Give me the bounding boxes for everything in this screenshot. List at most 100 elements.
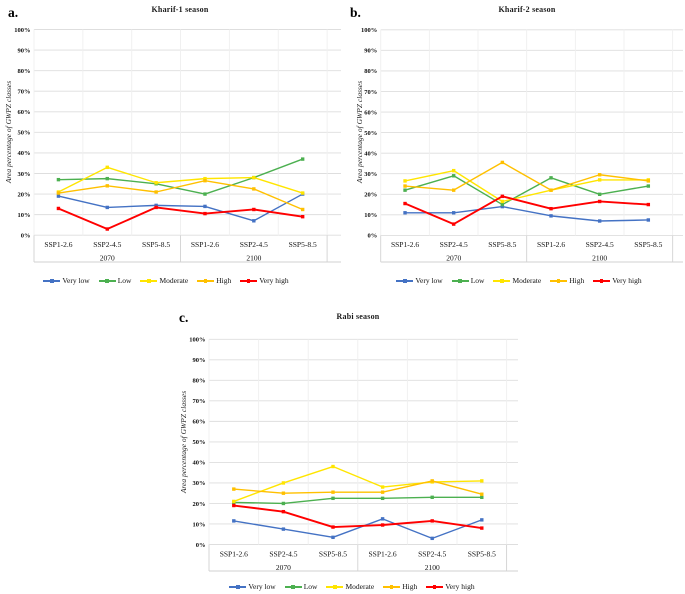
y-tick-label: 50%: [18, 130, 31, 137]
data-point-marker-low: [597, 192, 602, 196]
data-point-marker-very-low: [56, 194, 61, 198]
y-tick-label: 100%: [361, 27, 377, 34]
y-tick-label: 70%: [193, 398, 206, 405]
data-point-marker-very-high: [300, 214, 305, 219]
data-point-marker-very-high: [646, 202, 651, 207]
x-group-label: 2100: [246, 254, 261, 263]
data-point-marker-low: [500, 202, 505, 207]
data-point-marker-moderate: [154, 181, 158, 185]
series-line-high: [58, 179, 303, 211]
y-axis-title-a: Area percentage of GWPZ classes: [4, 81, 13, 184]
legend-line-marker-icon: [197, 279, 215, 284]
y-tick-label: 90%: [364, 48, 377, 55]
data-point-marker-moderate: [403, 179, 407, 183]
legend-label: Very low: [415, 276, 443, 286]
legend-label: Moderate: [512, 276, 542, 286]
y-tick-label: 20%: [193, 501, 206, 508]
x-category-label: SSP1-2.6: [537, 240, 565, 249]
legend-item-moderate: Moderate: [326, 583, 374, 591]
y-tick-label: 90%: [193, 357, 206, 364]
data-point-marker-high: [403, 184, 407, 188]
legend-marker: [556, 279, 561, 283]
series-line-very-high: [233, 504, 482, 530]
data-point-marker-high: [451, 188, 456, 192]
series-line-very-high: [58, 206, 303, 230]
plot-area-c: 0% 10% 20% 30% 40% 50% 60% 70% 80% 90% 100% SSP1-2.…: [189, 337, 518, 572]
y-tick-label: 100%: [14, 27, 30, 34]
chart-panel-a: a. Kharif-1 season Area percentage of GW…: [4, 5, 341, 263]
y-tick-label: 70%: [18, 89, 31, 96]
data-point-marker-low: [403, 188, 407, 192]
data-point-marker-very-low: [232, 519, 236, 523]
data-point-marker-very-low: [500, 204, 505, 209]
data-point-marker-low: [56, 177, 61, 182]
legend-label: Low: [117, 276, 132, 286]
y-tick-label: 60%: [364, 109, 377, 116]
x-category-label: SSP2-4.5: [440, 240, 468, 249]
data-point-marker-very-low: [646, 218, 651, 222]
data-point-marker-high: [380, 490, 385, 494]
y-axis-title-c: Area percentage of GWPZ classes: [179, 391, 188, 494]
x-category-label: SSP2-4.5: [269, 550, 297, 559]
data-point-marker-very-low: [203, 204, 207, 209]
data-point-marker-very-high: [549, 206, 553, 211]
data-point-marker-high: [646, 179, 651, 183]
data-point-marker-very-low: [549, 214, 553, 218]
data-point-marker-very-high: [203, 211, 207, 216]
data-point-marker-moderate: [300, 191, 305, 195]
y-tick-label: 100%: [189, 337, 205, 344]
panel-label-c: c.: [179, 310, 188, 325]
legend-label: Very low: [62, 276, 90, 286]
legend-c: Very low Low Moderate High Very high: [192, 581, 512, 593]
x-group-label: 2070: [446, 254, 461, 263]
data-point-marker-high: [300, 207, 305, 212]
plot-area-a: 0% 10% 20% 30% 40% 50% 60% 70% 80% 90% 100% SSP1-2.…: [14, 27, 341, 263]
legend-line-marker-icon: [240, 279, 258, 284]
data-point-marker-low: [203, 192, 207, 196]
y-tick-label: 30%: [18, 171, 31, 178]
y-tick-label: 0%: [196, 542, 206, 549]
legend-item-low: Low: [284, 582, 318, 592]
data-point-marker-very-high: [281, 509, 286, 514]
series-line-moderate: [404, 169, 649, 203]
data-point-marker-very-high: [451, 222, 456, 226]
x-category-label: SSP2-4.5: [93, 240, 121, 249]
y-tick-label: 60%: [193, 419, 206, 426]
y-tick-label: 0%: [367, 233, 377, 240]
x-category-label: SSP5-8.5: [289, 240, 317, 249]
data-point-marker-high: [430, 479, 434, 483]
data-point-marker-low: [105, 176, 109, 181]
chart-title-a: Kharif-1 season: [152, 5, 209, 14]
legend-marker: [599, 279, 604, 283]
data-point-marker-low: [549, 176, 553, 180]
data-point-marker-very-low: [105, 205, 109, 210]
data-point-marker-very-high: [403, 201, 407, 206]
legend-marker: [291, 585, 295, 589]
series-line-low: [58, 158, 303, 195]
legend-item-very-high: Very high: [426, 582, 475, 592]
series-line-high: [233, 480, 482, 495]
data-point-marker-high: [252, 187, 256, 191]
data-point-marker-moderate: [105, 165, 109, 170]
data-point-marker-very-high: [331, 525, 335, 529]
legend-label: High: [569, 276, 585, 286]
y-tick-label: 20%: [18, 191, 31, 198]
data-point-marker-very-high: [154, 205, 158, 210]
x-category-label: SSP1-2.6: [391, 240, 419, 249]
y-tick-label: 30%: [193, 480, 206, 487]
y-tick-label: 20%: [364, 192, 377, 199]
legend-item-very-low: Very low: [396, 276, 443, 286]
data-point-marker-high: [597, 173, 602, 177]
legend-marker: [246, 279, 251, 283]
y-tick-label: 10%: [364, 212, 377, 219]
chart-title-b: Kharif-2 season: [499, 5, 556, 14]
x-group-label: 2100: [425, 563, 440, 572]
legend-marker: [432, 585, 437, 589]
legend-label: Low: [303, 582, 318, 592]
legend-item-high: High: [550, 277, 584, 285]
x-category-label: SSP1-2.6: [191, 240, 219, 249]
series-line-very-low: [58, 193, 304, 222]
x-category-label: SSP2-4.5: [418, 550, 446, 559]
legend-label: Very high: [445, 582, 475, 592]
data-point-marker-high: [154, 190, 158, 194]
